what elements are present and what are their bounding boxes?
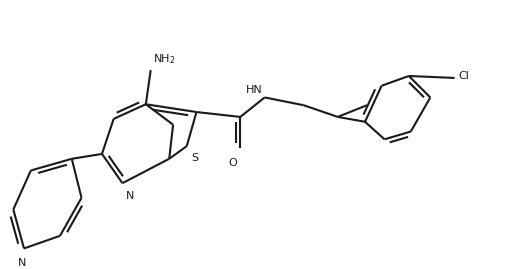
Text: N: N <box>18 258 26 268</box>
Text: HN: HN <box>246 86 263 95</box>
Text: Cl: Cl <box>459 71 470 81</box>
Text: O: O <box>228 158 237 168</box>
Text: NH$_2$: NH$_2$ <box>153 52 175 66</box>
Text: N: N <box>126 191 135 201</box>
Text: S: S <box>191 153 199 163</box>
